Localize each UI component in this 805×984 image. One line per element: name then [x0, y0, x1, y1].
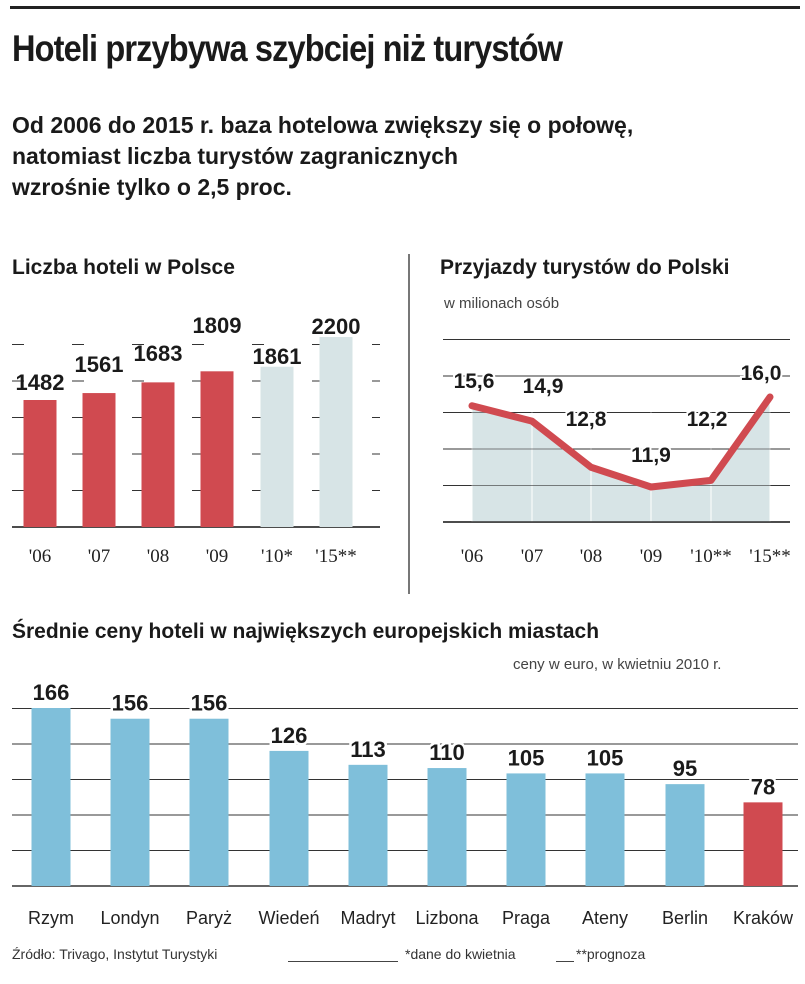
data-label: 12,2: [687, 408, 728, 431]
bar: [269, 750, 309, 886]
tick-label: '07: [88, 546, 110, 567]
data-label: 105: [587, 745, 624, 770]
data-label: 126: [271, 723, 308, 748]
bar: [260, 366, 294, 527]
data-label: 166: [33, 680, 70, 705]
bar: [110, 718, 150, 886]
tick-label: '10**: [690, 546, 731, 567]
tick-label: '06: [29, 546, 51, 567]
bar: [189, 718, 229, 886]
subtitle-line-3: wzrośnie tylko o 2,5 proc.: [12, 174, 292, 200]
headline: Hoteli przybywa szybciej niż turystów: [12, 28, 563, 69]
tick-label: '08: [580, 546, 602, 567]
data-label: 12,8: [566, 408, 607, 431]
hotels-chart-title: Liczba hoteli w Polsce: [12, 256, 235, 279]
bar: [665, 784, 705, 886]
bar: [141, 382, 175, 527]
bar: [200, 371, 234, 527]
bar: [506, 773, 546, 886]
tourists-unit: w milionach osób: [441, 295, 563, 312]
bar: [319, 337, 353, 527]
tick-label: Madryt: [340, 908, 395, 928]
source-text: Źródło: Trivago, Instytut Turystyki: [12, 946, 218, 962]
data-label: 16,0: [741, 362, 782, 385]
tourists-chart-title: Przyjazdy turystów do Polski: [440, 256, 730, 279]
subtitle-line-2: natomiast liczba turystów zagranicznych: [12, 143, 459, 169]
data-label: 1809: [193, 313, 242, 338]
tick-label: Rzym: [28, 908, 74, 928]
data-label: 156: [112, 691, 149, 716]
tick-label: Ateny: [582, 908, 628, 928]
bar: [348, 764, 388, 886]
tick-label: '10*: [261, 546, 293, 567]
series-line: [468, 393, 774, 491]
footer-rule-2: [556, 961, 574, 962]
tick-label: Lizbona: [415, 908, 479, 928]
footnote-1: *dane do kwietnia: [405, 946, 516, 962]
data-label: 156: [191, 691, 228, 716]
data-label: 78: [751, 774, 775, 799]
data-label: 1482: [16, 370, 65, 395]
tick-label: Praga: [502, 908, 551, 928]
subtitle-line-1: Od 2006 do 2015 r. baza hotelowa zwiększ…: [12, 112, 634, 138]
tick-label: Wiedeń: [258, 908, 319, 928]
tick-label: '15**: [315, 546, 356, 567]
bar: [743, 802, 783, 886]
data-label: 95: [673, 756, 697, 781]
footnote-2: **prognoza: [576, 946, 646, 962]
data-label: 1861: [253, 344, 302, 369]
bar: [427, 768, 467, 886]
tick-label: Kraków: [733, 908, 794, 928]
area-fill: [472, 397, 770, 522]
panel-divider: [408, 254, 410, 594]
tick-label: '08: [147, 546, 169, 567]
prices-unit: ceny w euro, w kwietniu 2010 r.: [510, 656, 725, 673]
data-label: 110: [429, 740, 465, 765]
data-label: 1683: [134, 341, 183, 366]
tick-label: '07: [521, 546, 543, 567]
data-label: 15,6: [454, 370, 495, 393]
data-label: 113: [350, 737, 386, 762]
prices-chart-title: Średnie ceny hoteli w największych europ…: [12, 620, 600, 643]
subtitle: Od 2006 do 2015 r. baza hotelowa zwiększ…: [12, 110, 802, 203]
tick-label: '06: [461, 546, 483, 567]
top-rule: [10, 6, 800, 9]
data-label: 1561: [75, 352, 124, 377]
data-label: 2200: [312, 314, 361, 339]
tick-label: Londyn: [100, 908, 159, 928]
bar: [585, 773, 625, 886]
tick-label: Paryż: [186, 908, 232, 928]
tick-label: Berlin: [662, 908, 708, 928]
data-label: 105: [508, 745, 545, 770]
data-label: 14,9: [523, 375, 564, 398]
source-note: Źródło: Trivago, Instytut Turystyki: [12, 946, 217, 962]
tick-label: '09: [640, 546, 662, 567]
bar: [23, 400, 57, 527]
tick-label: '09: [206, 546, 228, 567]
tick-label: '15**: [749, 546, 790, 567]
bar: [31, 708, 71, 886]
data-label: 11,9: [631, 444, 671, 467]
bar: [82, 393, 116, 527]
footer-rule-1: [288, 961, 398, 962]
